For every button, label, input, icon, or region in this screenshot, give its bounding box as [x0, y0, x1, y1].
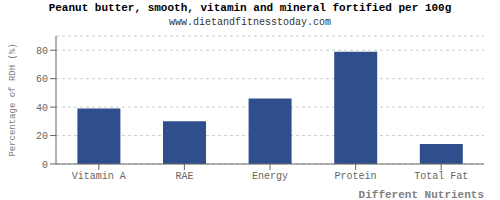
svg-text:Total Fat: Total Fat: [414, 171, 468, 182]
svg-text:60: 60: [36, 74, 48, 85]
svg-text:Protein: Protein: [335, 171, 377, 182]
svg-text:Different Nutrients: Different Nutrients: [359, 189, 484, 200]
svg-text:80: 80: [36, 46, 48, 57]
svg-text:40: 40: [36, 103, 48, 114]
html-text:Peanut butter, smooth, vitamin: Peanut butter, smooth, vitamin and miner…: [48, 2, 452, 14]
svg-text:0: 0: [42, 160, 48, 171]
html-text:www.dietandfitnesstoday.com: www.dietandfitnesstoday.com: [169, 17, 331, 28]
svg-text:20: 20: [36, 131, 48, 142]
svg-text:Percentage of RDH (%): Percentage of RDH (%): [8, 43, 18, 156]
svg-text:Vitamin A: Vitamin A: [72, 171, 126, 182]
svg-text:Energy: Energy: [252, 171, 288, 182]
svg-text:RAE: RAE: [175, 171, 193, 182]
